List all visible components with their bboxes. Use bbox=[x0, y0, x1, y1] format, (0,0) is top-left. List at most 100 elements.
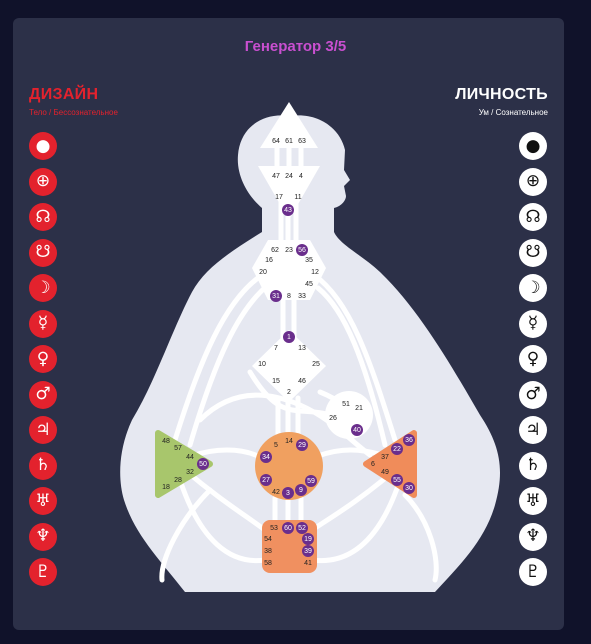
personality-north-node-icon: ☊ bbox=[519, 203, 547, 231]
gate-27-marker bbox=[260, 474, 272, 486]
gate-3-marker bbox=[282, 487, 294, 499]
gate-5: 5 bbox=[274, 442, 278, 449]
gate-56: 56 bbox=[298, 247, 306, 254]
personality-saturn-icon: ♄ bbox=[519, 451, 547, 480]
gate-55-marker bbox=[391, 474, 403, 486]
design-mars-icon: ♂ bbox=[29, 380, 57, 409]
gate-4: 4 bbox=[299, 173, 303, 180]
gate-30: 30 bbox=[405, 485, 413, 492]
gate-40-marker bbox=[351, 424, 363, 436]
gate-59: 59 bbox=[307, 478, 315, 485]
gate-63: 63 bbox=[298, 138, 306, 145]
g-center bbox=[252, 330, 326, 402]
design-sun-icon: ● bbox=[29, 132, 57, 160]
gate-10: 10 bbox=[258, 361, 266, 368]
gate-43: 43 bbox=[284, 207, 292, 214]
gate-34: 34 bbox=[262, 454, 270, 461]
design-moon-icon: ☽ bbox=[29, 274, 57, 302]
gate-59-marker bbox=[305, 475, 317, 487]
gate-48: 48 bbox=[162, 438, 170, 445]
gate-3: 3 bbox=[286, 490, 290, 497]
personality-south-node-icon: ☋ bbox=[519, 238, 547, 267]
gate-60: 60 bbox=[284, 525, 292, 532]
gate-25: 25 bbox=[312, 361, 320, 368]
gate-9-marker bbox=[295, 484, 307, 496]
design-pluto-icon: ♇ bbox=[29, 558, 57, 586]
personality-mercury-icon: ☿ bbox=[519, 309, 547, 338]
design-venus-icon: ♀ bbox=[29, 345, 57, 373]
design-neptune-icon: ♆ bbox=[29, 522, 57, 551]
gate-45: 45 bbox=[305, 281, 313, 288]
gate-29-marker bbox=[296, 439, 308, 451]
throat-center bbox=[252, 240, 326, 300]
personality-sun-icon: ● bbox=[519, 132, 547, 160]
gate-52-marker bbox=[296, 522, 308, 534]
personality-planets: ● ⊕ ☊ ☋ ☽ ☿ ♀ ♂ ♃ ♄ ♅ ♆ ♇ bbox=[519, 132, 547, 594]
gate-18: 18 bbox=[162, 484, 170, 491]
gate-15: 15 bbox=[272, 378, 280, 385]
personality-venus-icon: ♀ bbox=[519, 345, 547, 373]
gate-30-marker bbox=[403, 482, 415, 494]
gate-6: 6 bbox=[371, 461, 375, 468]
design-north-node-icon: ☊ bbox=[29, 203, 57, 231]
gate-12: 12 bbox=[311, 269, 319, 276]
gate-53: 53 bbox=[270, 525, 278, 532]
gate-31-marker bbox=[270, 290, 282, 302]
chart-title: Генератор 3/5 bbox=[244, 38, 347, 55]
ajna-center bbox=[258, 166, 320, 220]
gate-19: 19 bbox=[304, 536, 312, 543]
gate-46: 46 bbox=[298, 378, 306, 385]
gate-58: 58 bbox=[264, 560, 272, 567]
gate-47: 47 bbox=[272, 173, 280, 180]
gate-20: 20 bbox=[259, 269, 267, 276]
gate-57: 57 bbox=[174, 445, 182, 452]
gate-19-marker bbox=[302, 533, 314, 545]
gate-17: 17 bbox=[275, 194, 283, 201]
gate-8: 8 bbox=[287, 293, 291, 300]
personality-earth-icon: ⊕ bbox=[519, 167, 547, 196]
design-saturn-icon: ♄ bbox=[29, 451, 57, 480]
gate-13: 13 bbox=[298, 345, 306, 352]
design-title: ДИЗАЙН bbox=[29, 86, 99, 103]
gate-38: 38 bbox=[264, 548, 272, 555]
gate-22: 22 bbox=[393, 446, 401, 453]
personality-moon-icon: ☽ bbox=[519, 274, 547, 302]
personality-subtitle: Ум / Сознательное bbox=[478, 108, 548, 117]
gate-24: 24 bbox=[285, 173, 293, 180]
gate-33: 33 bbox=[298, 293, 306, 300]
gate-36-marker bbox=[403, 434, 415, 446]
gate-55: 55 bbox=[393, 477, 401, 484]
personality-neptune-icon: ♆ bbox=[519, 522, 547, 551]
gate-16: 16 bbox=[265, 257, 273, 264]
gate-62: 62 bbox=[271, 247, 279, 254]
gate-2: 2 bbox=[287, 389, 291, 396]
gate-29: 29 bbox=[298, 442, 306, 449]
gate-56-marker bbox=[296, 244, 308, 256]
gate-39-marker bbox=[302, 545, 314, 557]
personality-mars-icon: ♂ bbox=[519, 380, 547, 409]
gate-1-marker bbox=[283, 331, 295, 343]
gate-11: 11 bbox=[294, 194, 301, 201]
design-earth-icon: ⊕ bbox=[29, 167, 57, 196]
gate-1: 1 bbox=[287, 334, 291, 341]
gate-36: 36 bbox=[405, 437, 413, 444]
gate-49: 49 bbox=[381, 469, 389, 476]
gate-51: 51 bbox=[342, 401, 350, 408]
gate-26: 26 bbox=[329, 415, 337, 422]
design-jupiter-icon: ♃ bbox=[29, 416, 57, 444]
personality-pluto-icon: ♇ bbox=[519, 558, 547, 586]
gate-21: 21 bbox=[355, 405, 363, 412]
design-mercury-icon: ☿ bbox=[29, 309, 57, 338]
gate-9: 9 bbox=[299, 487, 303, 494]
gate-64: 64 bbox=[272, 138, 280, 145]
gate-37: 37 bbox=[381, 454, 389, 461]
gate-52: 52 bbox=[298, 525, 306, 532]
design-uranus-icon: ♅ bbox=[29, 487, 57, 515]
gate-42: 42 bbox=[272, 489, 280, 496]
gate-54: 54 bbox=[264, 536, 272, 543]
gate-50-marker bbox=[197, 458, 209, 470]
gate-22-marker bbox=[391, 443, 403, 455]
gate-50: 50 bbox=[199, 461, 207, 468]
gate-60-marker bbox=[282, 522, 294, 534]
